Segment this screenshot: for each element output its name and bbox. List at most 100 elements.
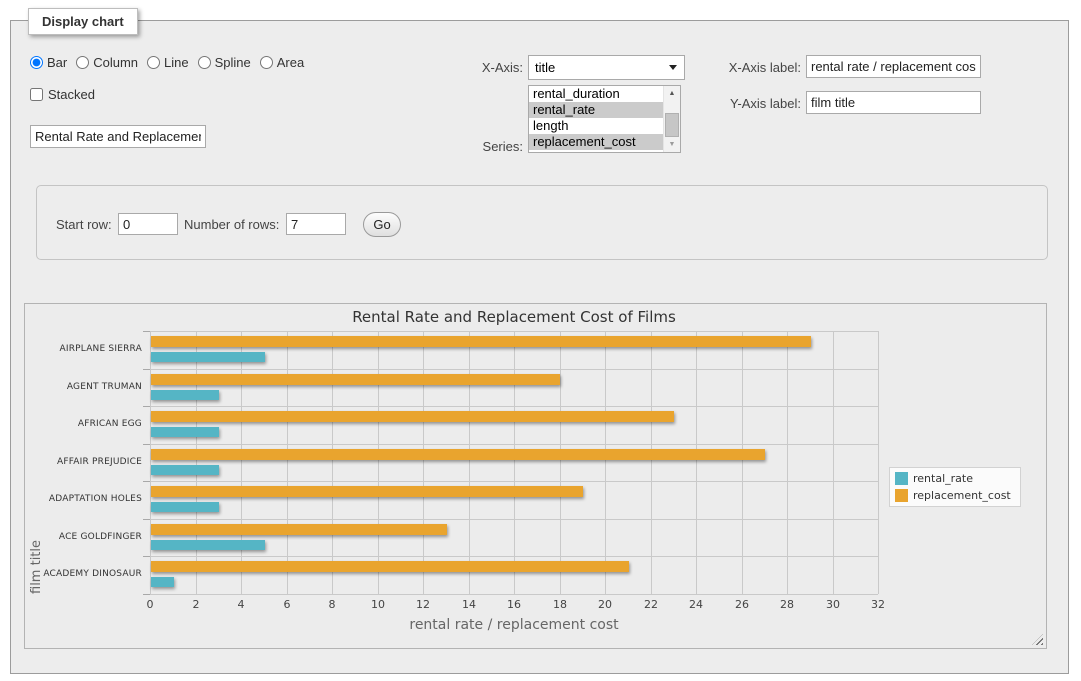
x-tick-label: 10 bbox=[371, 598, 385, 611]
chart-type-radio-label-spline: Spline bbox=[214, 55, 251, 70]
bar-replacement_cost[interactable] bbox=[151, 336, 811, 347]
x-tick-label: 24 bbox=[689, 598, 703, 611]
bar-rental_rate[interactable] bbox=[151, 577, 174, 588]
chart-type-option-bar[interactable]: Bar bbox=[30, 55, 67, 70]
x-axis-label-field-label: X-Axis label: bbox=[728, 60, 801, 75]
x-tick-label: 28 bbox=[780, 598, 794, 611]
chart-type-radio-column[interactable] bbox=[76, 56, 90, 69]
chevron-down-icon bbox=[669, 65, 677, 70]
number-of-rows-input[interactable] bbox=[286, 213, 346, 235]
category-tick bbox=[143, 594, 150, 595]
scroll-down-icon: ▼ bbox=[668, 141, 676, 148]
scrollbar-thumb[interactable] bbox=[665, 113, 679, 137]
gridline-v bbox=[423, 331, 424, 594]
series-option-rental_rate[interactable]: rental_rate bbox=[529, 102, 663, 118]
chart-title-input[interactable] bbox=[30, 125, 206, 148]
bar-replacement_cost[interactable] bbox=[151, 411, 675, 423]
gridline-h bbox=[150, 481, 878, 482]
scroll-up-button[interactable]: ▲ bbox=[664, 86, 680, 101]
series-option-replacement_cost[interactable]: replacement_cost bbox=[529, 134, 663, 150]
y-axis-label-field-label: Y-Axis label: bbox=[729, 96, 801, 111]
x-axis-select[interactable]: title bbox=[528, 55, 685, 80]
bar-rental_rate[interactable] bbox=[151, 427, 220, 438]
chart-type-radio-spline[interactable] bbox=[197, 56, 211, 69]
series-option-rental_duration[interactable]: rental_duration bbox=[533, 86, 620, 101]
series-option-length[interactable]: length bbox=[533, 118, 569, 133]
category-tick bbox=[143, 444, 150, 445]
scroll-up-icon: ▲ bbox=[668, 90, 676, 97]
chart-type-radio-label-column: Column bbox=[93, 55, 139, 70]
chart-type-radio-label-bar: Bar bbox=[47, 55, 68, 70]
gridline-v bbox=[150, 331, 151, 594]
gridline-v bbox=[696, 331, 697, 594]
bar-rental_rate[interactable] bbox=[151, 539, 265, 550]
bar-rental_rate[interactable] bbox=[151, 389, 220, 400]
category-label: AGENT TRUMAN bbox=[66, 381, 142, 392]
x-tick-label: 6 bbox=[283, 598, 291, 611]
gridline-h bbox=[150, 331, 878, 332]
plot-area bbox=[150, 331, 879, 595]
y-axis-label-input[interactable] bbox=[806, 91, 981, 114]
x-tick-label: 14 bbox=[462, 598, 476, 611]
bar-rental_rate[interactable] bbox=[151, 464, 220, 475]
gridline-h bbox=[150, 444, 878, 445]
chart-type-radio-bar[interactable] bbox=[30, 56, 43, 69]
chart-type-option-spline[interactable]: Spline bbox=[197, 55, 251, 70]
row-form-box: Start row: Number of rows: Go bbox=[36, 185, 1048, 260]
category-label: ACADEMY DINOSAUR bbox=[43, 569, 142, 580]
x-tick-label: 30 bbox=[826, 598, 840, 611]
gridline-v bbox=[287, 331, 288, 594]
panel-title: Display chart bbox=[28, 8, 138, 35]
chart-type-option-line[interactable]: Line bbox=[147, 55, 189, 70]
chart-type-radiogroup: Bar Column Line Spline Area bbox=[30, 55, 304, 70]
gridline-v bbox=[241, 331, 242, 594]
gridline-v bbox=[332, 331, 333, 594]
bar-replacement_cost[interactable] bbox=[151, 523, 447, 535]
legend-item-rental_rate[interactable]: rental_rate bbox=[895, 472, 1011, 485]
stacked-checkbox-row[interactable]: Stacked bbox=[30, 87, 95, 102]
x-tick-label: 0 bbox=[146, 598, 154, 611]
category-tick bbox=[143, 406, 150, 407]
gridline-h bbox=[150, 519, 878, 520]
bar-rental_rate[interactable] bbox=[151, 502, 220, 513]
category-tick bbox=[143, 369, 150, 370]
bar-replacement_cost[interactable] bbox=[151, 486, 584, 498]
chart-type-radio-area[interactable] bbox=[259, 56, 273, 69]
category-label: AFFAIR PREJUDICE bbox=[57, 456, 142, 467]
listbox-scrollbar[interactable]: ▲ ▼ bbox=[663, 86, 680, 152]
gridline-v bbox=[878, 331, 879, 594]
x-tick-label: 20 bbox=[598, 598, 612, 611]
category-label: ADAPTATION HOLES bbox=[48, 494, 142, 505]
x-axis-label-input[interactable] bbox=[806, 55, 981, 78]
stacked-label: Stacked bbox=[48, 87, 95, 102]
legend-item-replacement_cost[interactable]: replacement_cost bbox=[895, 489, 1011, 502]
x-tick-label: 18 bbox=[553, 598, 567, 611]
gridline-v bbox=[651, 331, 652, 594]
chart-type-radio-line[interactable] bbox=[147, 56, 161, 69]
gridline-h bbox=[150, 369, 878, 370]
category-tick bbox=[143, 519, 150, 520]
chart-type-radio-label-area: Area bbox=[276, 55, 305, 70]
chart-type-option-area[interactable]: Area bbox=[259, 55, 305, 70]
x-axis-select-label: X-Axis: bbox=[481, 60, 523, 75]
start-row-input[interactable] bbox=[118, 213, 178, 235]
gridline-v bbox=[605, 331, 606, 594]
bar-replacement_cost[interactable] bbox=[151, 373, 561, 385]
bar-rental_rate[interactable] bbox=[151, 352, 265, 362]
bar-replacement_cost[interactable] bbox=[151, 448, 766, 460]
scroll-down-button[interactable]: ▼ bbox=[664, 137, 680, 152]
x-tick-label: 8 bbox=[328, 598, 336, 611]
legend-label-rental_rate: rental_rate bbox=[913, 472, 973, 485]
series-listbox[interactable]: rental_duration rental_rate length replacem… bbox=[528, 85, 681, 153]
legend-label-replacement_cost: replacement_cost bbox=[913, 489, 1011, 502]
gridline-v bbox=[196, 331, 197, 594]
chart-type-radio-label-line: Line bbox=[164, 55, 189, 70]
resize-handle-icon[interactable] bbox=[1032, 634, 1043, 645]
gridline-v bbox=[378, 331, 379, 594]
stacked-checkbox[interactable] bbox=[30, 88, 43, 101]
go-button[interactable]: Go bbox=[363, 212, 401, 237]
x-tick-label: 4 bbox=[237, 598, 245, 611]
chart-type-option-column[interactable]: Column bbox=[76, 55, 138, 70]
bar-replacement_cost[interactable] bbox=[151, 561, 629, 573]
